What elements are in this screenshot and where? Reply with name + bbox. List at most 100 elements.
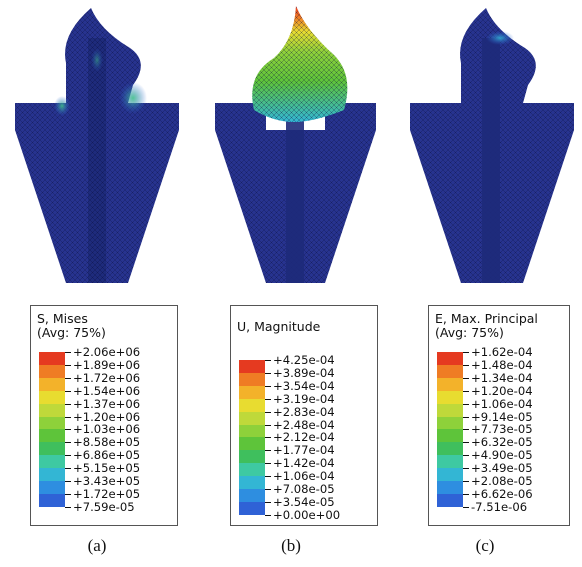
fea-mesh-plot-a — [15, 8, 179, 283]
legend-a: S, Mises (Avg: 75%) +2.06e+06 +1.89e+06 +1… — [30, 305, 178, 526]
legend-value-label: +1.42e-04 — [273, 456, 335, 471]
legend-tick — [463, 455, 469, 457]
legend-value-label: +1.03e+06 — [73, 422, 141, 437]
legend-swatch — [437, 364, 463, 379]
legend-tick — [463, 377, 469, 379]
legend-swatch — [437, 442, 463, 456]
legend-tick — [463, 364, 469, 366]
legend-value-label: +2.12e-04 — [273, 430, 335, 445]
legend-tick — [265, 489, 271, 490]
fea-mesh-plot-c — [410, 8, 574, 283]
legend-value-label: +3.54e-04 — [273, 378, 335, 393]
legend-tick — [65, 468, 71, 470]
legend-tick — [65, 352, 71, 353]
legend-swatch — [239, 450, 265, 464]
legend-swatch — [39, 493, 65, 508]
legend-swatch — [239, 372, 265, 387]
legend-tick — [463, 506, 469, 508]
legend-tick — [65, 364, 71, 366]
legend-swatch — [39, 364, 65, 379]
legend-swatch — [437, 403, 463, 417]
legend-value-label: +8.58e+05 — [73, 435, 141, 450]
legend-tick — [65, 506, 71, 508]
legend-tick — [65, 442, 71, 444]
legend-tick — [265, 424, 271, 426]
legend-tick — [463, 390, 469, 392]
legend-swatch — [437, 429, 463, 443]
panel-c: E, Max. Principal (Avg: 75%) +1.62e-04 +1… — [388, 0, 582, 567]
legend-tick — [65, 390, 71, 392]
legend-tick — [463, 468, 469, 470]
legend-value-label: +7.59e-05 — [73, 499, 135, 514]
legend-value-label: +1.06e-04 — [273, 469, 335, 484]
legend-tick — [265, 398, 271, 400]
legend-value-label: +3.43e+05 — [73, 474, 141, 488]
legend-value-label: +1.20e+06 — [73, 409, 141, 424]
legend-value-label: +6.62e-06 — [471, 486, 533, 501]
legend-value-label: +1.54e+06 — [73, 383, 141, 398]
legend-value-label: -7.51e-06 — [471, 499, 528, 514]
legend-swatch — [39, 468, 65, 482]
legend-tick — [265, 501, 271, 503]
legend-value-label: +3.19e-04 — [273, 391, 335, 406]
legend-tick — [265, 450, 271, 452]
legend-value-label: +1.62e-04 — [471, 345, 533, 359]
legend-value-label: +2.83e-04 — [273, 404, 335, 419]
legend-value-label: +2.48e-04 — [273, 417, 335, 432]
legend-value-label: +1.48e-04 — [471, 357, 533, 372]
legend-value-label: +1.72e+05 — [73, 486, 141, 501]
legend-tick — [265, 463, 271, 465]
panel-a: S, Mises (Avg: 75%) +2.06e+06 +1.89e+06 +1… — [0, 0, 194, 567]
legend-value-label: +2.06e+06 — [73, 345, 141, 359]
legend-value-label: +1.20e-04 — [471, 383, 533, 398]
legend-swatch — [239, 411, 265, 425]
legend-tick — [65, 377, 71, 379]
legend-value-label: +4.25e-04 — [273, 353, 335, 367]
legend-swatch — [437, 377, 463, 392]
legend-swatch — [39, 481, 65, 495]
legend-value-label: +9.14e-05 — [471, 409, 533, 424]
legend-tick — [265, 437, 271, 439]
legend-swatch — [39, 352, 65, 366]
legend-tick — [265, 476, 271, 478]
legend-tick — [265, 411, 271, 413]
legend-tick — [463, 481, 469, 482]
legend-tick — [463, 403, 469, 405]
legend-title-b: U, Magnitude — [237, 319, 321, 334]
legend-value-label: +1.06e-04 — [471, 396, 533, 411]
legend-swatch — [239, 398, 265, 412]
legend-value-label: +3.89e-04 — [273, 365, 335, 380]
legend-title-c: E, Max. Principal — [435, 311, 538, 326]
legend-tick — [65, 493, 71, 495]
legend-swatch — [239, 360, 265, 374]
legend-tick — [463, 493, 469, 495]
legend-title-a: S, Mises — [37, 311, 88, 326]
legend-swatch — [437, 352, 463, 366]
legend-swatch — [39, 416, 65, 430]
legend-value-label: +0.00e+00 — [273, 507, 341, 522]
legend-swatch — [437, 390, 463, 404]
legend-tick — [463, 352, 469, 353]
legend-swatch — [239, 424, 265, 438]
legend-swatch — [39, 429, 65, 443]
legend-value-label: +4.90e-05 — [471, 448, 533, 463]
caption-a: (a) — [87, 536, 107, 555]
legend-tick — [265, 360, 271, 361]
panel-b: U, Magnitude +4.25e-04 +3.89e-04 +3.54e-04… — [194, 0, 388, 567]
legend-value-label: +6.86e+05 — [73, 448, 141, 463]
legend-tick — [65, 455, 71, 457]
legend-swatch — [239, 437, 265, 451]
legend-value-label: +2.08e-05 — [471, 474, 533, 488]
legend-value-label: +3.54e-05 — [273, 494, 335, 509]
legend-tick — [65, 403, 71, 405]
legend-value-label: +1.37e+06 — [73, 396, 141, 411]
legend-swatch — [39, 377, 65, 392]
legend-swatch — [239, 385, 265, 400]
legend-value-label: +7.08e-05 — [273, 482, 335, 496]
legend-swatch — [437, 468, 463, 482]
legend-subtitle-a: (Avg: 75%) — [37, 325, 106, 340]
legend-value-label: +1.77e-04 — [273, 443, 335, 458]
legend-swatch — [437, 481, 463, 495]
legend-tick — [265, 385, 271, 387]
legend-tick — [65, 416, 71, 418]
